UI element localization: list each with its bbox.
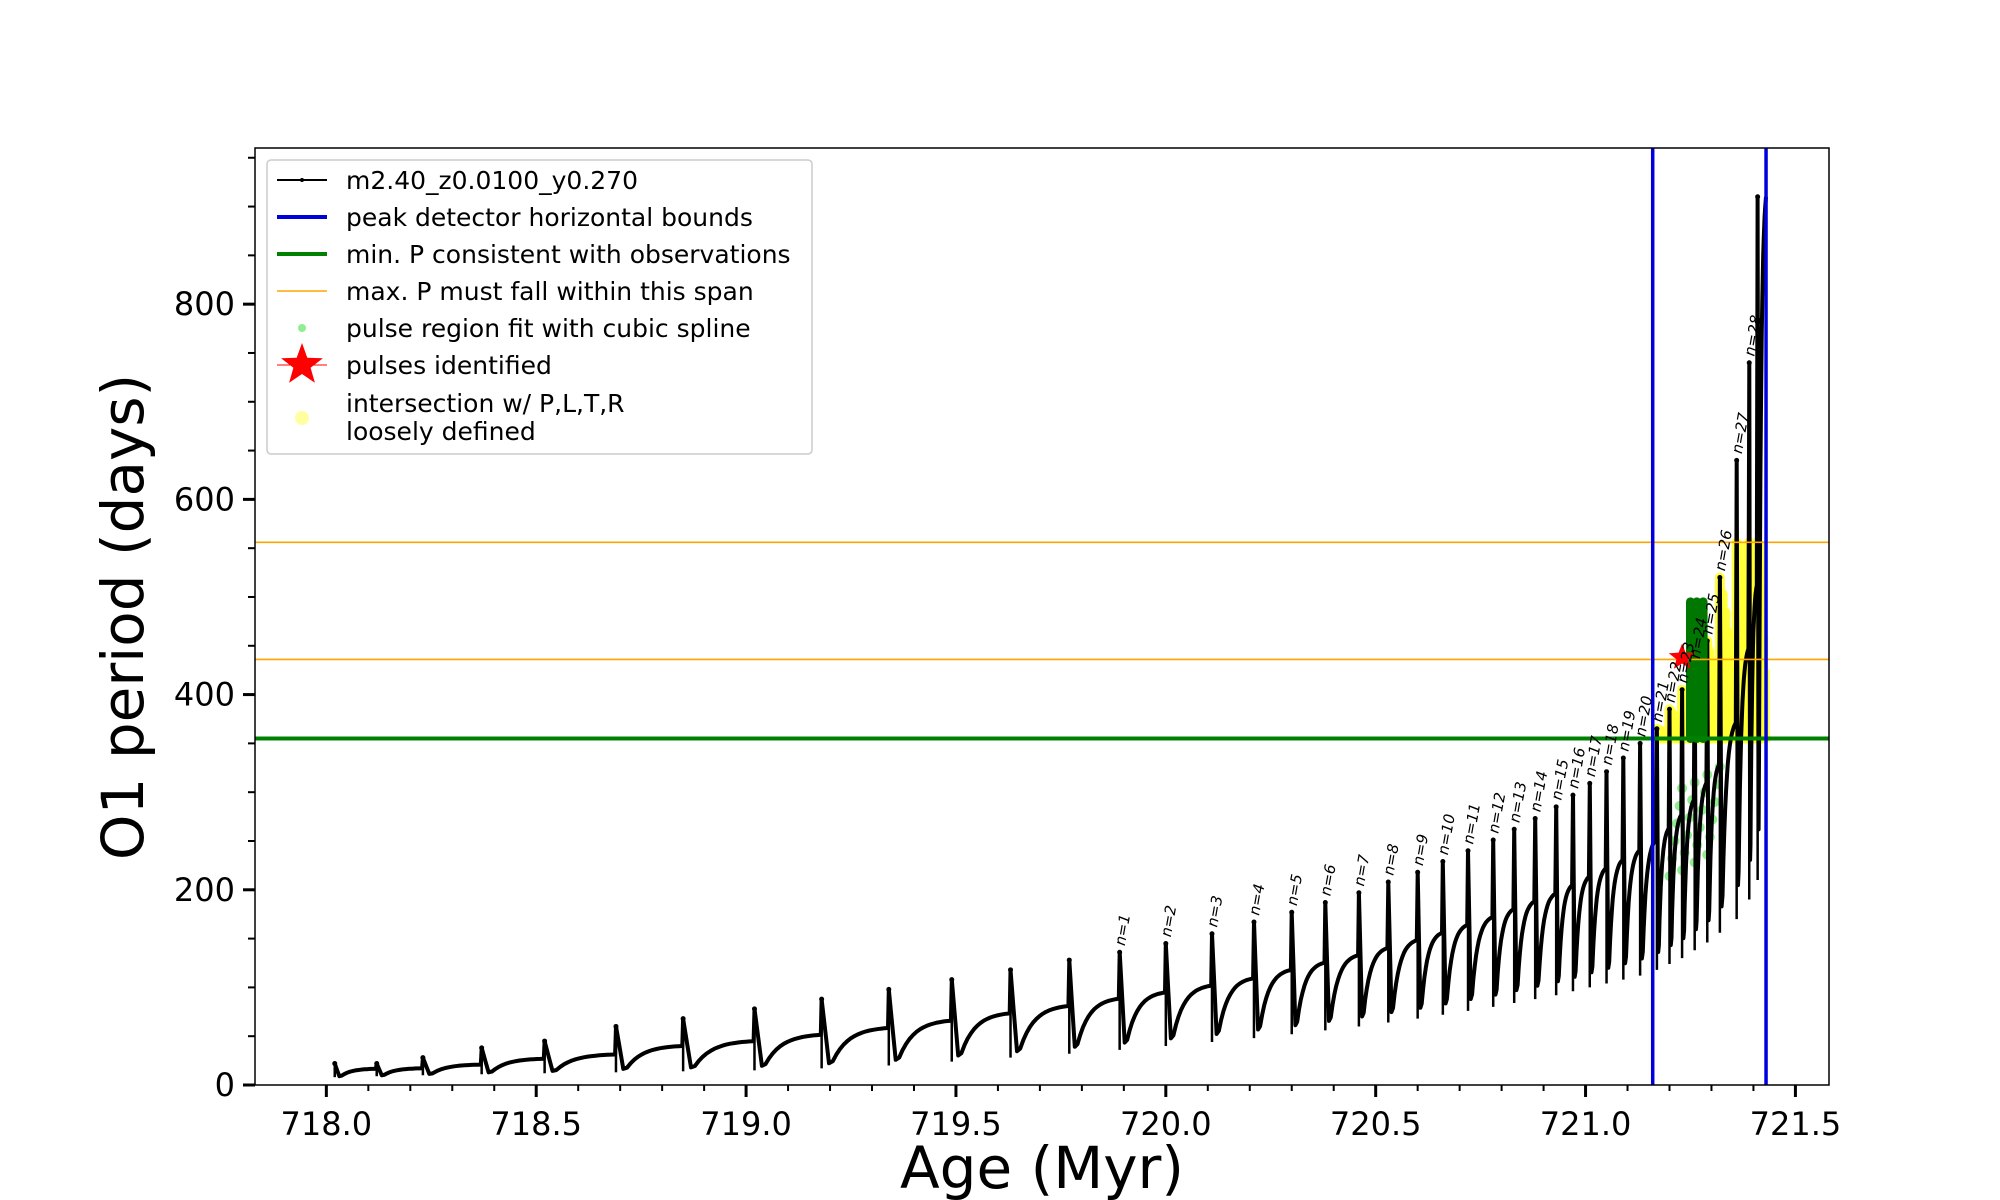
axes-layer: 718.0 718.5 719.0 719.5 720.0 720.5 721.0 721.5… <box>174 156 1842 1143</box>
pulse-peak-point-29 <box>1570 792 1576 798</box>
pulse-peak-point-14 <box>1117 949 1123 955</box>
y-axis-label: O1 period (days) <box>89 374 157 860</box>
pulse-label-n=3: n=3 <box>1203 894 1226 928</box>
pulse-peak-point-31 <box>1604 769 1610 775</box>
pulse-label-n=2: n=2 <box>1157 904 1180 938</box>
pulse-label-n=8: n=8 <box>1380 842 1403 876</box>
pulse-peak-point-30 <box>1587 780 1593 786</box>
pulse-peak-point-32 <box>1620 755 1626 761</box>
pulse-peak-point-12 <box>1008 967 1014 973</box>
y-tick-label-3: 600 <box>174 480 235 518</box>
legend-label-2: min. P consistent with observations <box>346 240 791 269</box>
pulse-label-n=4: n=4 <box>1245 882 1268 916</box>
x-tick-label-2: 719.0 <box>700 1105 792 1143</box>
pulse-peak-point-23 <box>1440 858 1446 864</box>
x-tick-label-7: 721.5 <box>1750 1105 1842 1143</box>
data-layer: n=1 n=2 n=3 n=4 n=5 n=6 n=7 n=8 n=9 n=10 n=11 n=12n… <box>255 148 1829 1085</box>
legend-label-3: max. P must fall within this span <box>346 277 754 306</box>
legend-label-1: peak detector horizontal bounds <box>346 203 753 232</box>
y-tick-label-1: 200 <box>174 871 235 909</box>
pulse-peak-point-8 <box>751 1006 757 1012</box>
legend-label-0: m2.40_z0.0100_y0.270 <box>346 166 638 195</box>
pulse-label-n=5: n=5 <box>1283 873 1306 907</box>
legend-label-6: intersection w/ P,L,T,R <box>346 389 625 418</box>
pulse-peak-point-3 <box>420 1055 426 1061</box>
x-tick-label-6: 721.0 <box>1540 1105 1632 1143</box>
pulse-label-n=9: n=9 <box>1409 833 1432 867</box>
pulse-peak-point-20 <box>1356 890 1362 896</box>
pulse-peak-point-33 <box>1637 740 1643 746</box>
legend-marker-dot-0 <box>300 178 304 182</box>
pulse-peak-point-4 <box>479 1045 485 1051</box>
pulse-peak-point-6 <box>613 1023 619 1029</box>
pulse-peak-point-2 <box>374 1061 380 1067</box>
pulse-peak-point-21 <box>1385 879 1391 885</box>
x-tick-label-0: 718.0 <box>281 1105 373 1143</box>
legend-marker-4 <box>298 324 306 332</box>
pulse-peak-point-5 <box>542 1038 548 1044</box>
pulse-peak-point-42 <box>1755 194 1761 200</box>
pulse-peak-point-41 <box>1746 360 1752 366</box>
pulse-peak-point-24 <box>1465 848 1471 854</box>
y-tick-label-2: 400 <box>174 676 235 714</box>
x-tick-label-4: 720.0 <box>1120 1105 1212 1143</box>
legend-box <box>266 159 813 455</box>
pulse-peak-point-15 <box>1163 940 1169 946</box>
pulse-peak-point-22 <box>1415 869 1421 875</box>
x-axis-label: Age (Myr) <box>900 1134 1184 1200</box>
y-tick-label-4: 800 <box>174 285 235 323</box>
pulse-peak-point-27 <box>1532 816 1538 822</box>
pulse-peak-point-7 <box>680 1016 686 1022</box>
pulse-label-n=1: n=1 <box>1111 913 1134 947</box>
pulse-peak-point-26 <box>1511 826 1517 832</box>
pulse-peak-point-40 <box>1734 457 1740 463</box>
pulse-peak-point-19 <box>1322 899 1328 905</box>
pulse-peak-point-34 <box>1654 726 1660 732</box>
pulse-identified-star-0 <box>1668 643 1696 669</box>
x-tick-label-3: 719.5 <box>910 1105 1002 1143</box>
pulse-peak-point-28 <box>1553 804 1559 810</box>
pulse-peak-point-13 <box>1066 957 1072 963</box>
legend-label-5: pulses identified <box>346 351 552 380</box>
plot-area-frame <box>254 147 1830 1086</box>
legend-marker-6 <box>295 411 309 425</box>
pulse-label-n=7: n=7 <box>1350 853 1373 888</box>
pulse-peak-point-9 <box>819 996 825 1002</box>
pulse-peak-point-11 <box>949 977 955 983</box>
pulse-peak-point-25 <box>1490 837 1496 843</box>
legend-marker-5 <box>281 343 323 383</box>
pulse-label-n=6: n=6 <box>1317 863 1340 897</box>
pulse-peak-point-10 <box>886 986 892 992</box>
x-tick-label-1: 718.5 <box>490 1105 582 1143</box>
pulse-peak-point-18 <box>1289 909 1295 915</box>
y-tick-label-0: 0 <box>215 1066 235 1104</box>
pulse-peak-point-35 <box>1667 706 1673 712</box>
legend-label-4: pulse region fit with cubic spline <box>346 314 751 343</box>
pulse-peak-point-16 <box>1209 931 1215 937</box>
x-tick-label-5: 720.5 <box>1330 1105 1422 1143</box>
pulse-peak-point-1 <box>332 1061 338 1067</box>
pulse-peak-point-36 <box>1679 687 1685 693</box>
pulse-peak-point-39 <box>1717 574 1723 580</box>
pulse-peak-point-17 <box>1251 919 1257 925</box>
legend-label-6-line2: loosely defined <box>346 417 536 446</box>
